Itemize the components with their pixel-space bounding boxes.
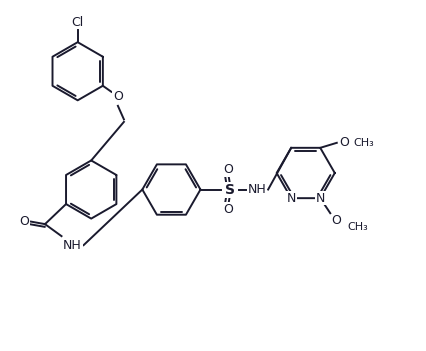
Text: N: N [316,192,325,205]
Text: NH: NH [63,239,82,252]
Text: O: O [19,215,29,228]
Text: O: O [224,203,233,216]
Text: S: S [225,183,235,197]
Text: O: O [224,163,233,176]
Text: NH: NH [248,183,267,196]
Text: CH₃: CH₃ [354,138,374,148]
Text: O: O [113,90,123,103]
Text: CH₃: CH₃ [347,222,368,232]
Text: Cl: Cl [72,16,84,29]
Text: N: N [287,192,296,205]
Text: O: O [331,214,341,227]
Text: O: O [339,136,349,149]
